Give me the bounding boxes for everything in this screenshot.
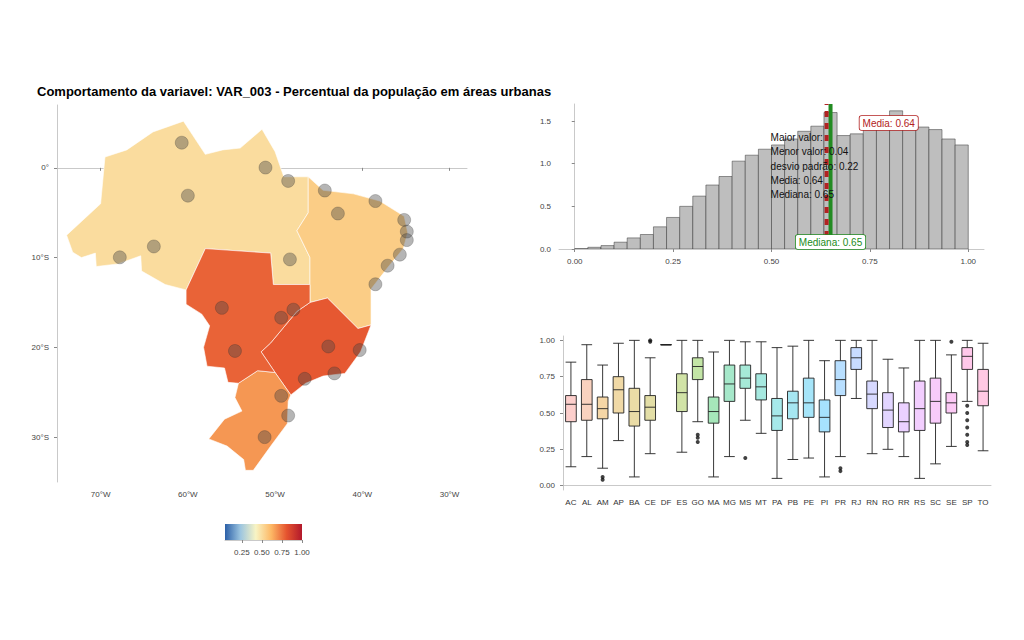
svg-text:1.5: 1.5 (540, 117, 552, 126)
svg-text:Maior valor:: Maior valor: (771, 132, 823, 143)
svg-text:Comportamento da variavel: VAR: Comportamento da variavel: VAR_003 - Per… (37, 84, 551, 99)
svg-text:70°W: 70°W (91, 490, 111, 499)
svg-text:1.00: 1.00 (294, 548, 310, 557)
svg-text:0.50: 0.50 (254, 548, 270, 557)
svg-text:PE: PE (803, 498, 814, 507)
svg-text:AP: AP (613, 498, 624, 507)
svg-text:50°W: 50°W (265, 490, 285, 499)
svg-text:0°: 0° (41, 163, 49, 172)
svg-text:30°W: 30°W (440, 490, 460, 499)
svg-text:AL: AL (582, 498, 592, 507)
svg-text:0.0: 0.0 (540, 245, 552, 254)
svg-text:Mediana: 0.65: Mediana: 0.65 (771, 189, 835, 200)
svg-text:0.25: 0.25 (539, 445, 555, 454)
svg-text:ES: ES (677, 498, 688, 507)
svg-text:0.00: 0.00 (539, 481, 555, 490)
svg-text:0.75: 0.75 (539, 372, 555, 381)
svg-text:BA: BA (629, 498, 640, 507)
svg-text:0.75: 0.75 (862, 257, 878, 266)
svg-text:Menor valor: 0.04: Menor valor: 0.04 (771, 146, 849, 157)
svg-text:desvio padrão: 0.22: desvio padrão: 0.22 (771, 161, 859, 172)
svg-text:SC: SC (930, 498, 941, 507)
svg-text:RO: RO (882, 498, 894, 507)
svg-text:0.50: 0.50 (539, 409, 555, 418)
svg-text:TO: TO (978, 498, 989, 507)
svg-text:30°S: 30°S (32, 433, 49, 442)
svg-text:PR: PR (835, 498, 846, 507)
svg-text:CE: CE (645, 498, 656, 507)
svg-text:PA: PA (772, 498, 783, 507)
svg-text:Media: 0.64: Media: 0.64 (863, 118, 916, 129)
svg-text:1.00: 1.00 (539, 336, 555, 345)
svg-text:Mediana: 0.65: Mediana: 0.65 (799, 237, 863, 248)
svg-text:AM: AM (597, 498, 609, 507)
svg-text:10°S: 10°S (32, 253, 49, 262)
svg-text:1.00: 1.00 (960, 257, 976, 266)
svg-text:0.00: 0.00 (567, 257, 583, 266)
svg-text:RN: RN (866, 498, 878, 507)
svg-text:20°S: 20°S (32, 343, 49, 352)
svg-text:0.25: 0.25 (665, 257, 681, 266)
svg-text:60°W: 60°W (178, 490, 198, 499)
svg-text:RR: RR (898, 498, 910, 507)
svg-text:0.25: 0.25 (234, 548, 250, 557)
svg-text:MG: MG (723, 498, 736, 507)
svg-text:1.0: 1.0 (540, 159, 552, 168)
svg-text:40°W: 40°W (352, 490, 372, 499)
svg-text:RJ: RJ (851, 498, 861, 507)
svg-text:PI: PI (821, 498, 829, 507)
svg-text:RS: RS (914, 498, 925, 507)
svg-text:MT: MT (755, 498, 767, 507)
svg-text:0.50: 0.50 (764, 257, 780, 266)
svg-text:AC: AC (565, 498, 576, 507)
svg-text:SP: SP (962, 498, 973, 507)
svg-text:SE: SE (946, 498, 957, 507)
svg-text:0.75: 0.75 (274, 548, 290, 557)
svg-text:DF: DF (661, 498, 672, 507)
svg-text:GO: GO (692, 498, 704, 507)
svg-text:Media: 0.64: Media: 0.64 (771, 175, 824, 186)
svg-text:MS: MS (739, 498, 751, 507)
svg-text:0.5: 0.5 (540, 202, 552, 211)
svg-text:PB: PB (788, 498, 799, 507)
svg-text:MA: MA (708, 498, 721, 507)
